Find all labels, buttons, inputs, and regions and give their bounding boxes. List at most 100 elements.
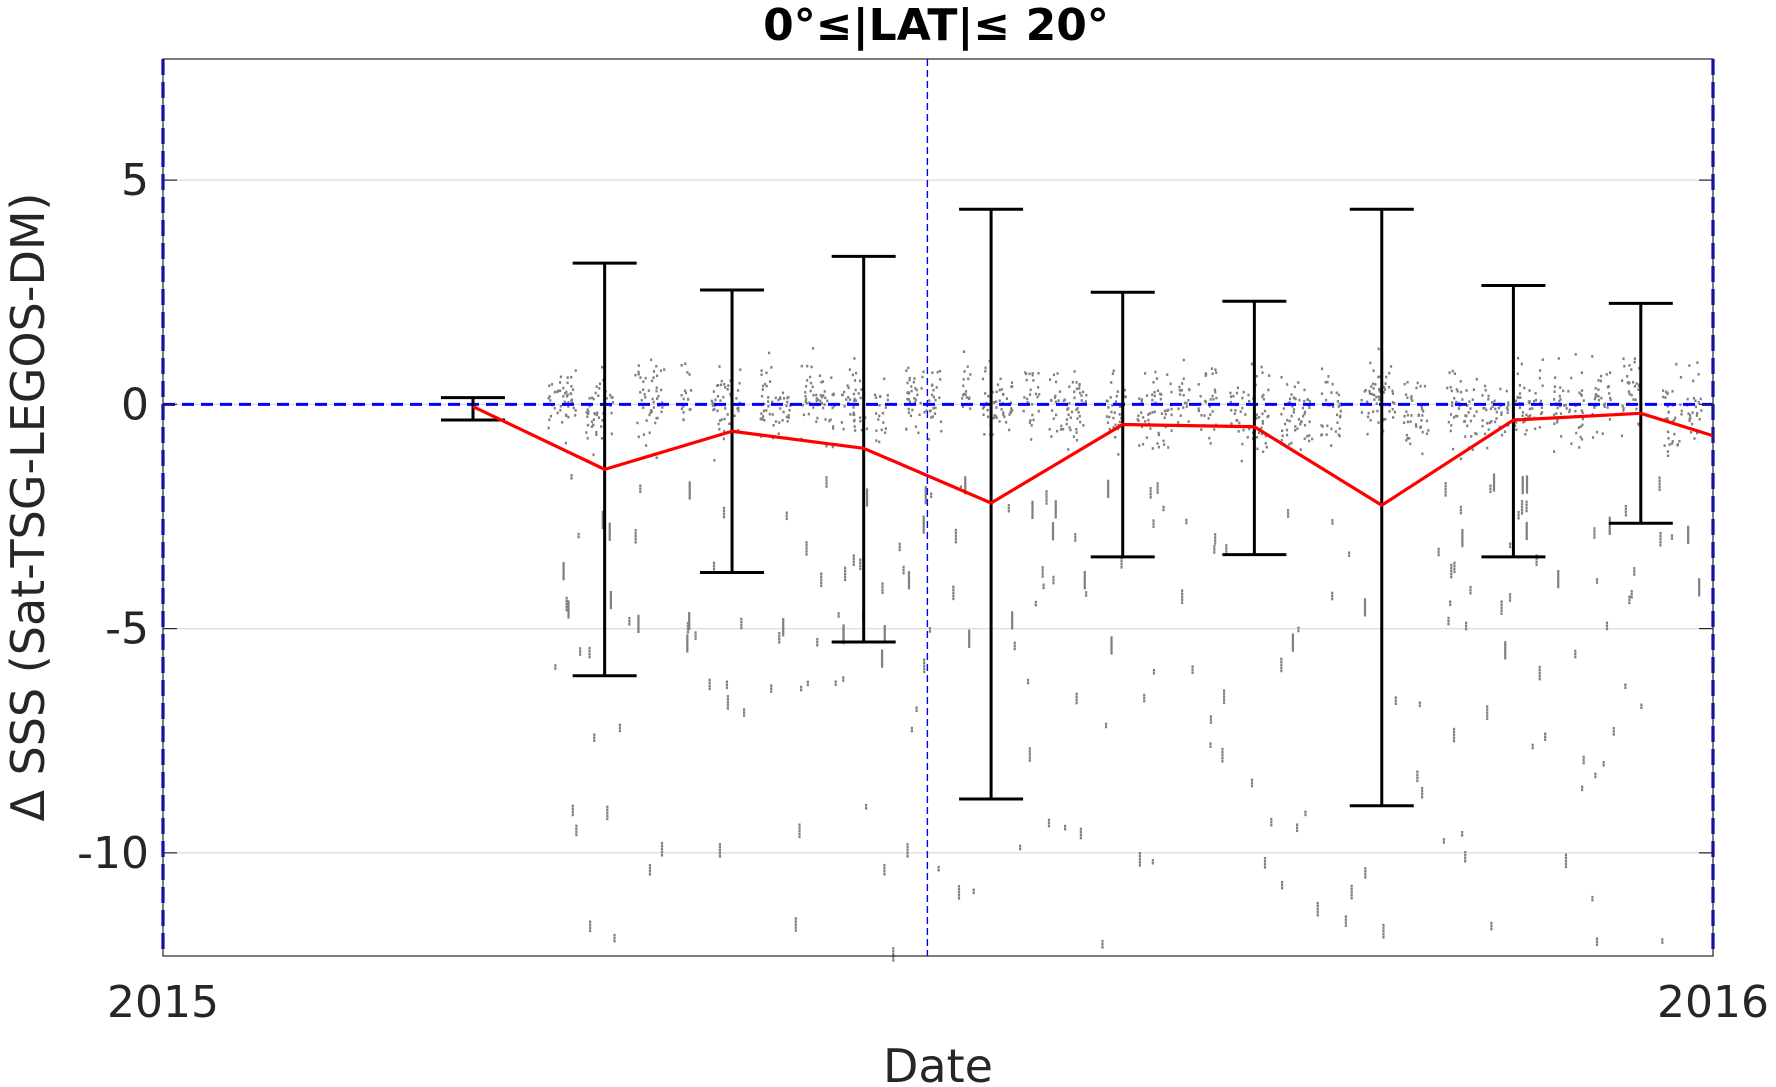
scatter-point bbox=[1110, 643, 1113, 646]
scatter-outlier bbox=[1469, 585, 1472, 589]
scatter-point bbox=[906, 381, 909, 385]
scatter-point bbox=[982, 413, 985, 417]
scatter-point bbox=[1153, 410, 1156, 414]
scatter-outlier bbox=[660, 841, 664, 845]
scatter-point bbox=[1597, 379, 1600, 382]
scatter-point bbox=[1597, 398, 1600, 402]
scatter-point bbox=[1450, 389, 1453, 393]
scatter-outlier bbox=[1286, 509, 1290, 512]
scatter-point bbox=[637, 623, 640, 627]
scatter-point bbox=[1521, 476, 1524, 479]
scatter-point bbox=[880, 651, 884, 655]
scatter-point bbox=[883, 638, 886, 642]
scatter-point bbox=[1238, 421, 1241, 425]
scatter-point bbox=[1580, 437, 1584, 441]
scatter-point bbox=[1242, 390, 1245, 394]
scatter-point bbox=[1471, 448, 1474, 451]
scatter-point bbox=[1507, 424, 1510, 427]
scatter-point bbox=[966, 365, 969, 368]
scatter-point bbox=[865, 501, 869, 505]
y-tick-label: 0 bbox=[121, 379, 149, 430]
scatter-point bbox=[1528, 401, 1531, 405]
scatter-outlier bbox=[634, 528, 637, 532]
scatter-point bbox=[1011, 613, 1014, 617]
scatter-point bbox=[1673, 418, 1676, 422]
scatter-point bbox=[609, 595, 612, 599]
scatter-outlier bbox=[1538, 677, 1541, 681]
scatter-point bbox=[1453, 396, 1456, 400]
scatter-point bbox=[1515, 421, 1518, 424]
scatter-outlier bbox=[1013, 644, 1016, 648]
scatter-point bbox=[567, 602, 570, 606]
scatter-point bbox=[608, 522, 611, 526]
scatter-point bbox=[1453, 372, 1457, 376]
scatter-point bbox=[1054, 500, 1057, 503]
scatter-outlier bbox=[1152, 519, 1155, 522]
scatter-point bbox=[1522, 420, 1525, 424]
scatter-outlier bbox=[1630, 589, 1633, 593]
scatter-outlier bbox=[883, 866, 886, 870]
scatter-point bbox=[1674, 416, 1677, 420]
scatter-point bbox=[547, 426, 550, 430]
scatter-outlier bbox=[1013, 647, 1016, 651]
scatter-outlier bbox=[1520, 503, 1524, 506]
scatter-point bbox=[1563, 404, 1566, 407]
scatter-point bbox=[1110, 647, 1113, 651]
scatter-point bbox=[712, 390, 715, 393]
scatter-point bbox=[778, 421, 781, 424]
scatter-point bbox=[1687, 412, 1690, 415]
scatter-outlier bbox=[952, 591, 955, 595]
scatter-outlier bbox=[1624, 513, 1627, 517]
scatter-point bbox=[771, 400, 774, 404]
scatter-point bbox=[1673, 432, 1676, 436]
scatter-point bbox=[914, 398, 918, 402]
scatter-point bbox=[1338, 434, 1341, 438]
scatter-point bbox=[823, 390, 826, 393]
scatter-outlier bbox=[1185, 518, 1188, 522]
scatter-outlier bbox=[1104, 725, 1108, 729]
scatter-point bbox=[1297, 417, 1301, 421]
scatter-point bbox=[1336, 421, 1339, 424]
scatter-point bbox=[569, 392, 572, 395]
scatter-point bbox=[1539, 369, 1542, 372]
scatter-point bbox=[686, 634, 689, 637]
scatter-point bbox=[1326, 424, 1329, 428]
scatter-outlier bbox=[834, 680, 837, 684]
scatter-point bbox=[998, 399, 1001, 403]
scatter-point bbox=[1157, 445, 1160, 449]
scatter-outlier bbox=[1214, 542, 1217, 545]
scatter-point bbox=[822, 406, 825, 410]
scatter-point bbox=[1260, 365, 1263, 369]
scatter-point bbox=[1374, 383, 1377, 386]
scatter-outlier bbox=[648, 863, 652, 867]
scatter-outlier bbox=[660, 847, 664, 851]
scatter-point bbox=[1687, 532, 1690, 536]
scatter-point bbox=[1488, 421, 1492, 425]
scatter-point bbox=[1363, 600, 1367, 604]
scatter-outlier bbox=[1074, 533, 1077, 536]
scatter-point bbox=[1504, 645, 1507, 649]
scatter-point bbox=[1392, 416, 1395, 419]
scatter-outlier bbox=[1500, 606, 1503, 610]
scatter-point bbox=[1180, 389, 1183, 392]
scatter-point bbox=[1419, 426, 1422, 429]
scatter-outlier bbox=[1486, 711, 1489, 714]
scatter-point bbox=[1294, 428, 1297, 432]
scatter-point bbox=[1595, 430, 1599, 434]
scatter-point bbox=[1475, 377, 1478, 381]
scatter-point bbox=[1455, 400, 1458, 404]
scatter-point bbox=[782, 622, 785, 626]
scatter-point bbox=[1671, 440, 1674, 443]
scatter-point bbox=[660, 410, 663, 414]
scatter-outlier bbox=[1595, 940, 1599, 944]
scatter-point bbox=[1031, 372, 1034, 375]
scatter-point bbox=[600, 437, 604, 440]
scatter-outlier bbox=[1074, 536, 1077, 539]
scatter-outlier bbox=[1459, 508, 1462, 512]
scatter-point bbox=[786, 420, 789, 423]
scatter-point bbox=[601, 522, 604, 525]
scatter-point bbox=[1070, 410, 1074, 414]
scatter-point bbox=[819, 399, 822, 403]
scatter-outlier bbox=[1280, 886, 1284, 890]
